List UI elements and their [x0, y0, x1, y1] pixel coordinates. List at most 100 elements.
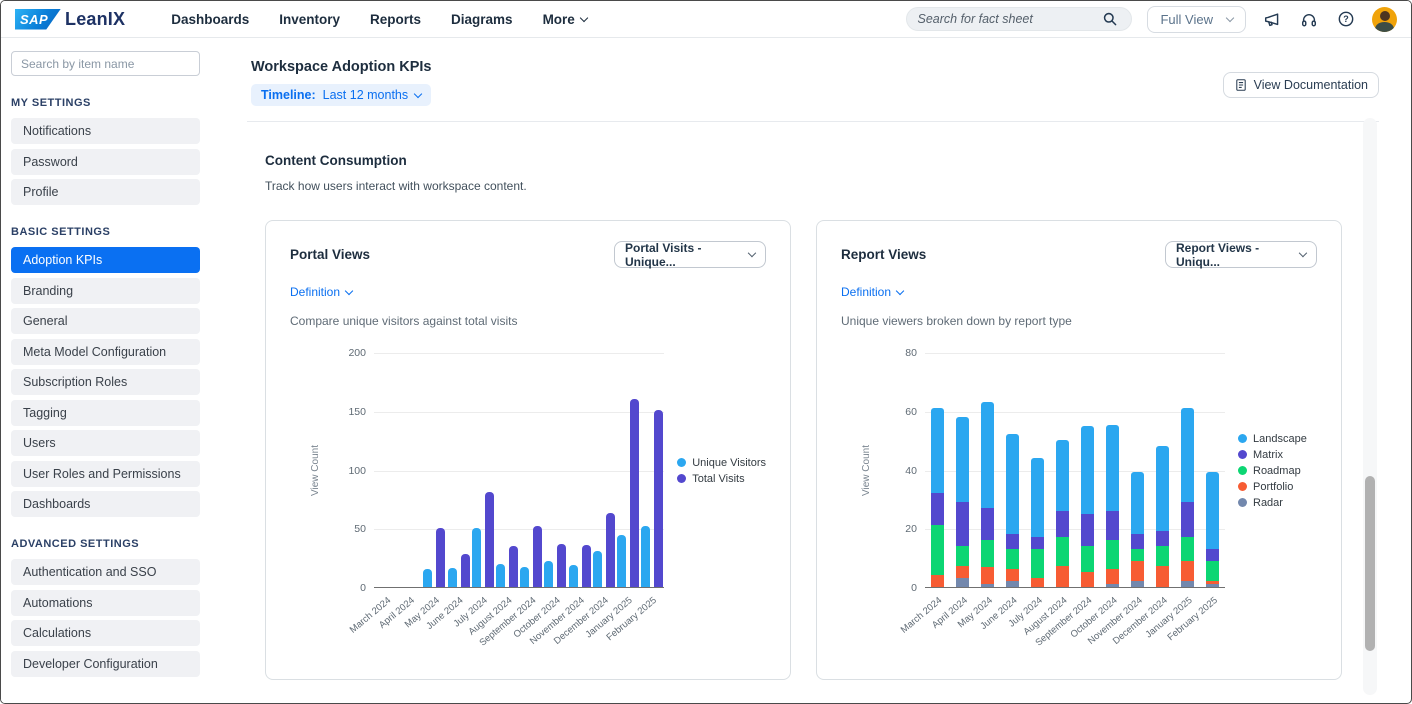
bar-unique-visitors-july-2024 [471, 528, 481, 587]
sidebar-item-adoption-kpis[interactable]: Adoption KPIs [11, 247, 200, 273]
x-axis-labels: March 2024 April 2024 May 2024 June 2024 Jul… [348, 588, 664, 652]
sidebar-item-profile[interactable]: Profile [11, 179, 200, 205]
scrollbar-thumb[interactable] [1365, 476, 1375, 651]
timeline-label: Timeline: [261, 88, 316, 102]
legend-item-radar[interactable]: Radar [1238, 497, 1317, 509]
view-documentation-label: View Documentation [1253, 78, 1368, 92]
fact-sheet-search-input[interactable] [917, 12, 1100, 26]
metric-select-report-views[interactable]: Report Views - Uniqu... [1165, 241, 1317, 269]
legend-dot-landscape [1238, 434, 1247, 443]
legend-item-unique-visitors[interactable]: Unique Visitors [677, 457, 766, 469]
segment-matrix-august-2024 [1055, 510, 1069, 538]
definition-link[interactable]: Definition [290, 285, 354, 299]
bar-group-july-2024 [471, 353, 495, 587]
bar-group-july-2024 [1025, 353, 1050, 587]
sidebar-item-users[interactable]: Users [11, 430, 200, 456]
segment-matrix-december-2024 [1155, 531, 1169, 546]
sidebar-item-user-roles-and-permissions[interactable]: User Roles and Permissions [11, 460, 200, 487]
stacked-bar-february-2025 [1205, 472, 1219, 587]
legend-item-portfolio[interactable]: Portfolio [1238, 481, 1317, 493]
view-documentation-button[interactable]: View Documentation [1222, 72, 1379, 98]
definition-link[interactable]: Definition [841, 285, 905, 299]
nav-item-reports[interactable]: Reports [370, 11, 422, 27]
bar-unique-visitors-august-2024 [496, 563, 505, 587]
bar-group-august-2024 [1050, 353, 1075, 587]
segment-matrix-june-2024 [1005, 534, 1019, 549]
bar-unique-visitors-november-2024 [568, 564, 578, 587]
stacked-bar-april-2024 [955, 416, 969, 587]
segment-portfolio-august-2024 [1055, 566, 1069, 587]
segment-roadmap-june-2024 [1005, 548, 1019, 570]
bar-group-may-2024 [422, 353, 446, 587]
sidebar-item-developer-configuration[interactable]: Developer Configuration [11, 650, 200, 677]
segment-roadmap-july-2024 [1030, 548, 1044, 579]
legend-item-landscape[interactable]: Landscape [1238, 433, 1317, 445]
segment-matrix-october-2024 [1105, 510, 1119, 541]
stacked-bar-january-2025 [1180, 407, 1194, 587]
sidebar-item-dashboards[interactable]: Dashboards [11, 491, 200, 517]
sap-leanix-logo[interactable]: SAP LeanIX [15, 8, 126, 30]
sidebar-item-general[interactable]: General [11, 308, 200, 334]
legend-dot-unique-visitors [677, 458, 687, 467]
bar-unique-visitors-december-2024 [592, 550, 602, 587]
sidebar-item-tagging[interactable]: Tagging [11, 399, 200, 426]
legend-label: Matrix [1253, 448, 1283, 461]
segment-radar-june-2024 [1005, 581, 1019, 587]
segment-landscape-march-2024 [930, 407, 944, 494]
search-icon[interactable] [1099, 8, 1121, 30]
y-axis-ticks: 0 20 40 60 80 [892, 347, 925, 594]
legend-item-total-visits[interactable]: Total Visits [677, 473, 766, 485]
stacked-bar-december-2024 [1155, 445, 1169, 587]
leanix-wordmark: LeanIX [65, 8, 126, 29]
sidebar-item-automations[interactable]: Automations [11, 589, 200, 616]
nav-item-diagrams[interactable]: Diagrams [451, 11, 513, 27]
content-consumption-section: Content Consumption Track how users inte… [231, 122, 1411, 680]
segment-matrix-september-2024 [1080, 513, 1094, 546]
sidebar-item-password[interactable]: Password [11, 148, 200, 175]
y-tick-50: 50 [354, 523, 366, 536]
megaphone-icon[interactable] [1261, 8, 1283, 30]
segment-landscape-april-2024 [955, 416, 969, 502]
sidebar-item-meta-model-configuration[interactable]: Meta Model Configuration [11, 338, 200, 365]
legend-label: Landscape [1253, 432, 1307, 445]
bar-group-march-2024 [374, 353, 398, 587]
nav-item-inventory[interactable]: Inventory [279, 11, 341, 27]
legend-label: Roadmap [1253, 464, 1301, 477]
x-axis-labels: March 2024 April 2024 May 2024 June 2024 Jul… [899, 588, 1225, 652]
sidebar-item-calculations[interactable]: Calculations [11, 620, 200, 646]
user-avatar[interactable] [1372, 6, 1397, 32]
help-icon[interactable]: ? [1335, 8, 1357, 30]
sidebar-sections: MY SETTINGS Notifications Password Profile B… [11, 97, 200, 677]
segment-roadmap-february-2025 [1205, 560, 1219, 582]
metric-select-portal-views[interactable]: Portal Visits - Unique... [614, 241, 766, 269]
y-tick-200: 200 [348, 347, 366, 359]
gridline-50 [373, 529, 665, 531]
sidebar-item-branding[interactable]: Branding [11, 277, 200, 304]
segment-landscape-october-2024 [1105, 425, 1119, 511]
sidebar-item-notifications[interactable]: Notifications [11, 118, 200, 144]
bar-group-august-2024 [495, 353, 519, 587]
timeline-filter[interactable]: Timeline: Last 12 months [251, 84, 432, 106]
stacked-bar-march-2024 [930, 407, 944, 587]
chevron-down-icon [1225, 13, 1235, 22]
bar-unique-visitors-february-2025 [641, 525, 651, 587]
avatar-head [1379, 10, 1390, 21]
nav-item-more[interactable]: More [543, 12, 589, 27]
fact-sheet-search[interactable] [906, 7, 1133, 31]
headset-icon[interactable] [1298, 8, 1320, 30]
bar-group-january-2025 [616, 353, 640, 587]
y-axis-title-text: View Count [309, 445, 321, 496]
view-mode-select[interactable]: Full View [1147, 5, 1246, 33]
segment-radar-january-2025 [1180, 581, 1194, 587]
y-tick-150: 150 [348, 405, 366, 418]
nav-item-dashboards[interactable]: Dashboards [171, 11, 250, 27]
legend-item-roadmap[interactable]: Roadmap [1238, 465, 1317, 477]
sidebar-search-input[interactable] [11, 51, 200, 76]
legend-dot-total-visits [677, 474, 687, 483]
sidebar-item-subscription-roles[interactable]: Subscription Roles [11, 369, 200, 395]
legend-item-matrix[interactable]: Matrix [1238, 449, 1317, 461]
segment-radar-november-2024 [1130, 581, 1144, 587]
sidebar-item-authentication-and-sso[interactable]: Authentication and SSO [11, 559, 200, 585]
bar-group-february-2025 [1200, 353, 1225, 587]
